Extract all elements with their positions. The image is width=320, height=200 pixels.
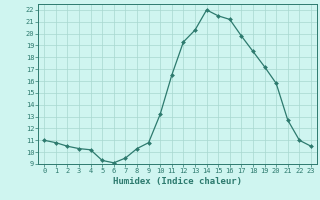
X-axis label: Humidex (Indice chaleur): Humidex (Indice chaleur) [113, 177, 242, 186]
